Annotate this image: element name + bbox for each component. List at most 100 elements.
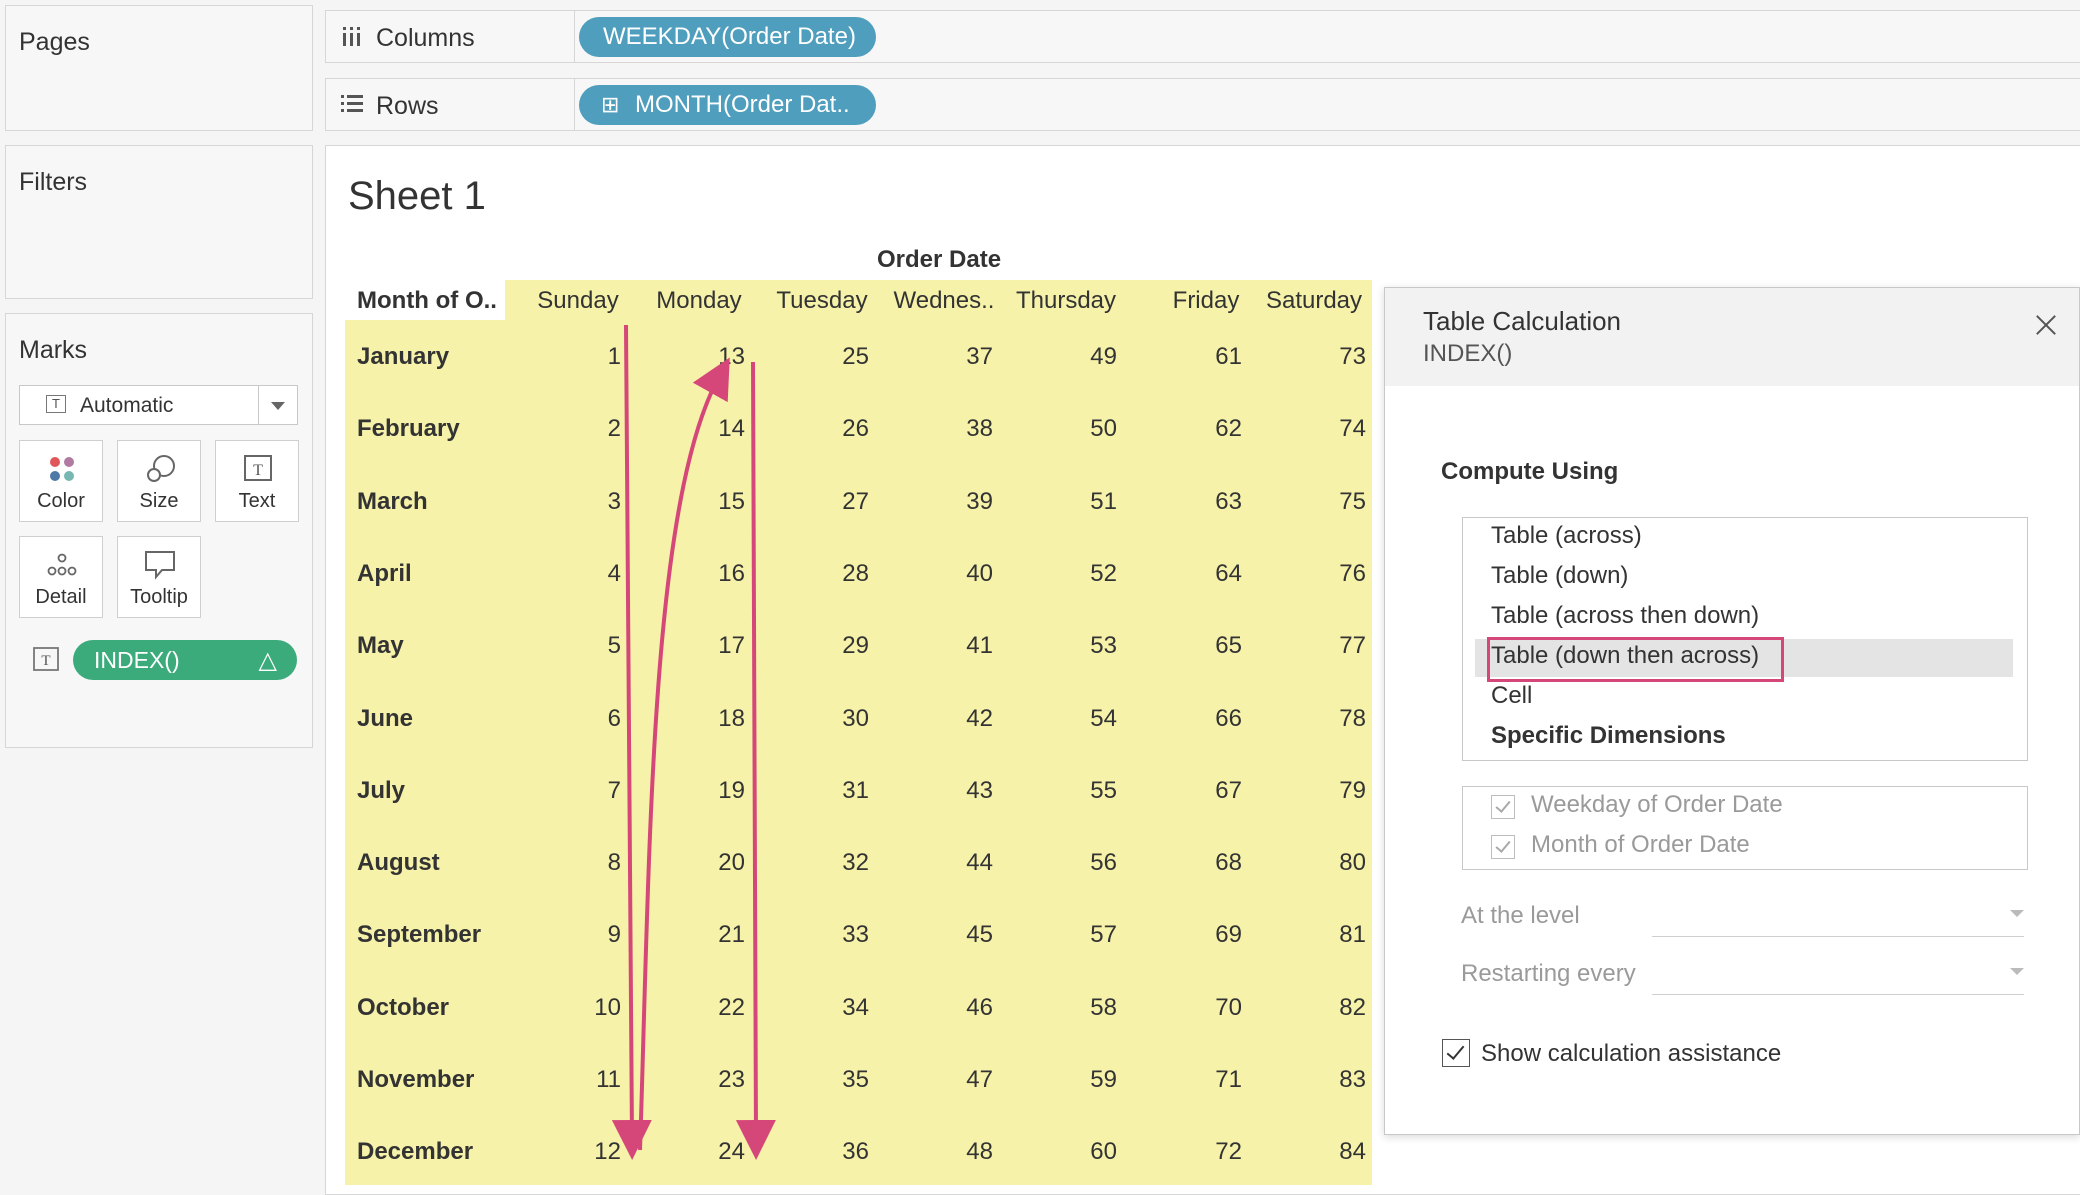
month-dimension-label: Month of Order Date	[1531, 831, 1750, 858]
chevron-down-icon	[2010, 910, 2024, 917]
table-cell: 54	[1090, 705, 1117, 732]
option-table-across[interactable]: Table (across)	[1491, 522, 1642, 549]
detail-icon	[47, 553, 77, 576]
filters-pane[interactable]: Filters	[5, 145, 313, 299]
month-checkbox	[1491, 835, 1515, 859]
table-cell: 1	[607, 343, 621, 370]
dialog-header: Table Calculation INDEX()	[1385, 288, 2079, 386]
table-cell: 67	[1215, 777, 1242, 804]
table-cell: 8	[607, 849, 621, 876]
table-cell: 5	[607, 632, 621, 659]
table-cell: 16	[718, 560, 745, 587]
table-cell: 19	[718, 777, 745, 804]
svg-text:T: T	[253, 462, 263, 479]
table-cell: 84	[1339, 1138, 1366, 1165]
size-icon	[147, 455, 175, 482]
compute-using-list[interactable]: Table (across) Table (down) Table (acros…	[1462, 517, 2028, 761]
table-cell: 2	[607, 415, 621, 442]
rows-shelf-label: Rows	[326, 79, 575, 130]
table-cell: 53	[1090, 632, 1117, 659]
column-header-1: Monday	[656, 287, 742, 314]
columns-shelf[interactable]: Columns WEEKDAY(Order Date)	[325, 10, 2080, 63]
table-cell: 4	[607, 560, 621, 587]
chevron-down-icon[interactable]	[258, 386, 297, 424]
tooltip-label: Tooltip	[130, 586, 188, 608]
table-cell: 70	[1215, 994, 1242, 1021]
dimensions-list: Weekday of Order Date Month of Order Dat…	[1462, 786, 2028, 870]
close-icon[interactable]	[2031, 310, 2061, 340]
option-cell[interactable]: Cell	[1491, 682, 1533, 709]
month-pill[interactable]: ⊞ MONTH(Order Dat..	[579, 85, 876, 125]
table-calculation-dialog: Table Calculation INDEX() Compute Using …	[1384, 287, 2080, 1135]
table-cell: 63	[1215, 488, 1242, 515]
table-cell: 17	[718, 632, 745, 659]
detail-button[interactable]: Detail	[19, 536, 103, 618]
marks-card: Marks T Automatic Color Size T Text	[5, 313, 313, 748]
table-cell: 29	[842, 632, 869, 659]
table-cell: 11	[596, 1066, 621, 1093]
rows-icon	[341, 95, 363, 112]
detail-label: Detail	[35, 586, 87, 608]
month-label: November	[357, 1066, 475, 1093]
table-cell: 55	[1090, 777, 1117, 804]
expand-icon[interactable]: ⊞	[601, 92, 620, 117]
table-cell: 18	[718, 705, 745, 732]
table-cell: 14	[718, 415, 745, 442]
mark-type-label: Automatic	[80, 394, 174, 417]
column-header-5: Friday	[1172, 287, 1240, 314]
column-header-6: Saturday	[1265, 287, 1363, 314]
table-cell: 74	[1339, 415, 1366, 442]
table-cell: 72	[1215, 1138, 1242, 1165]
selected-row-bg	[1475, 639, 2013, 677]
table-cell: 45	[966, 921, 993, 948]
table-cell: 48	[966, 1138, 993, 1165]
table-cell: 7	[607, 777, 621, 804]
month-label: February	[357, 415, 460, 442]
text-button[interactable]: T Text	[215, 440, 299, 522]
table-cell: 68	[1215, 849, 1242, 876]
pages-pane[interactable]: Pages	[5, 5, 313, 131]
option-specific-dimensions[interactable]: Specific Dimensions	[1491, 722, 1726, 749]
index-field-pill[interactable]: INDEX() △	[73, 640, 297, 680]
table-cell: 57	[1090, 921, 1117, 948]
color-button[interactable]: Color	[19, 440, 103, 522]
assist-checkbox[interactable]	[1442, 1039, 1470, 1067]
table-cell: 56	[1090, 849, 1117, 876]
table-cell: 42	[966, 705, 993, 732]
size-button[interactable]: Size	[117, 440, 201, 522]
table-cell: 40	[966, 560, 993, 587]
rows-shelf[interactable]: Rows ⊞ MONTH(Order Dat..	[325, 78, 2080, 131]
weekday-pill[interactable]: WEEKDAY(Order Date)	[579, 17, 876, 57]
table-cell: 3	[607, 488, 621, 515]
table-cell: 77	[1339, 632, 1366, 659]
table-cell: 10	[594, 994, 621, 1021]
table-cell: 35	[842, 1066, 869, 1093]
at-level-label: At the level	[1461, 902, 1580, 929]
table-cell: 82	[1339, 994, 1366, 1021]
dialog-subtitle: INDEX()	[1423, 340, 1513, 367]
table-cell: 6	[607, 705, 621, 732]
table-cell: 23	[718, 1066, 745, 1093]
table-cell: 64	[1215, 560, 1242, 587]
table-cell: 30	[842, 705, 869, 732]
table-cell: 59	[1090, 1066, 1117, 1093]
table-cell: 21	[718, 921, 745, 948]
option-table-down-then-across[interactable]: Table (down then across)	[1491, 642, 1760, 669]
table-cell: 13	[718, 343, 745, 370]
sheet-title: Sheet 1	[348, 174, 486, 218]
month-pill-label: MONTH(Order Dat..	[635, 91, 850, 118]
month-label: April	[357, 560, 412, 587]
tooltip-button[interactable]: Tooltip	[117, 536, 201, 618]
restarting-label: Restarting every	[1461, 960, 1636, 987]
mark-type-dropdown[interactable]: T Automatic	[19, 385, 298, 425]
tooltip-icon	[145, 551, 175, 580]
column-header-0: Sunday	[537, 287, 619, 314]
table-cell: 20	[718, 849, 745, 876]
text-encoding-icon: T	[33, 647, 59, 671]
option-table-down[interactable]: Table (down)	[1491, 562, 1629, 589]
table-cell: 62	[1215, 415, 1242, 442]
table-cell: 65	[1215, 632, 1242, 659]
filters-title: Filters	[19, 168, 88, 196]
row-header-title-bg	[345, 280, 505, 320]
option-table-across-then-down[interactable]: Table (across then down)	[1491, 602, 1760, 629]
